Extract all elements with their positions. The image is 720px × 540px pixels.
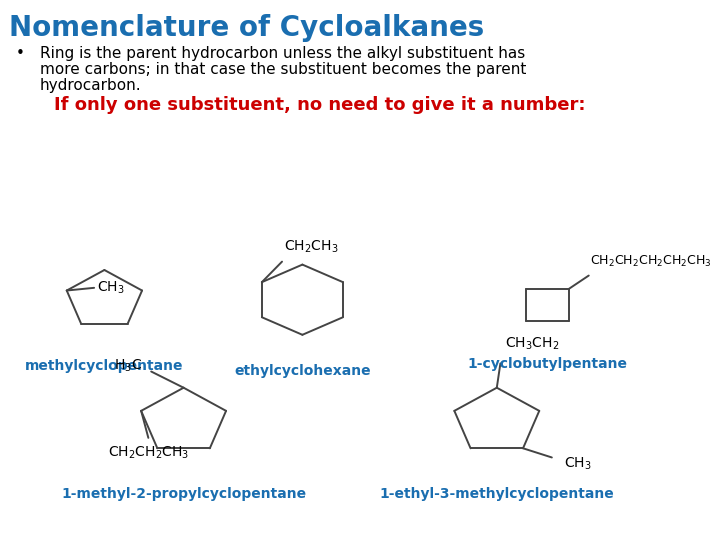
Text: methylcyclopentane: methylcyclopentane xyxy=(25,359,184,373)
Text: CH$_2$CH$_3$: CH$_2$CH$_3$ xyxy=(284,239,338,255)
Text: more carbons; in that case the substituent becomes the parent: more carbons; in that case the substitue… xyxy=(40,62,526,77)
Text: If only one substituent, no need to give it a number:: If only one substituent, no need to give… xyxy=(54,96,585,114)
Text: Nomenclature of Cycloalkanes: Nomenclature of Cycloalkanes xyxy=(9,14,485,42)
Text: CH$_3$: CH$_3$ xyxy=(564,456,592,472)
Text: Ring is the parent hydrocarbon unless the alkyl substituent has: Ring is the parent hydrocarbon unless th… xyxy=(40,46,525,61)
Text: ethylcyclohexane: ethylcyclohexane xyxy=(234,364,371,379)
Text: H$_3$C: H$_3$C xyxy=(114,358,143,374)
Text: 1-cyclobutylpentane: 1-cyclobutylpentane xyxy=(467,357,627,372)
Text: CH$_2$CH$_2$CH$_3$: CH$_2$CH$_2$CH$_3$ xyxy=(108,445,189,461)
Text: CH$_2$CH$_2$CH$_2$CH$_2$CH$_3$: CH$_2$CH$_2$CH$_2$CH$_2$CH$_3$ xyxy=(590,254,712,269)
Text: CH$_3$CH$_2$: CH$_3$CH$_2$ xyxy=(505,335,559,352)
Text: 1-ethyl-3-methylcyclopentane: 1-ethyl-3-methylcyclopentane xyxy=(379,487,614,501)
Text: hydrocarbon.: hydrocarbon. xyxy=(40,78,141,93)
Text: CH$_3$: CH$_3$ xyxy=(97,280,125,296)
Text: 1-methyl-2-propylcyclopentane: 1-methyl-2-propylcyclopentane xyxy=(61,487,306,501)
Text: •: • xyxy=(16,46,24,61)
